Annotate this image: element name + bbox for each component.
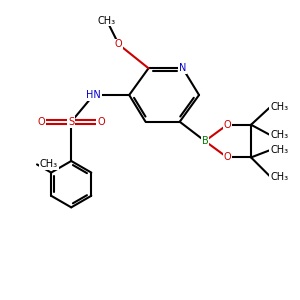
Text: N: N — [179, 63, 186, 73]
Text: CH₃: CH₃ — [270, 145, 288, 155]
Text: CH₃: CH₃ — [270, 130, 288, 140]
Text: CH₃: CH₃ — [98, 16, 116, 26]
Text: O: O — [97, 117, 105, 127]
Text: O: O — [224, 120, 231, 130]
Text: HN: HN — [86, 90, 101, 100]
Text: CH₃: CH₃ — [270, 102, 288, 112]
Text: CH₃: CH₃ — [40, 159, 58, 170]
Text: CH₃: CH₃ — [270, 172, 288, 182]
Text: O: O — [115, 40, 123, 50]
Text: B: B — [202, 136, 208, 146]
Text: O: O — [38, 117, 45, 127]
Text: S: S — [68, 117, 74, 127]
Text: O: O — [224, 152, 231, 162]
